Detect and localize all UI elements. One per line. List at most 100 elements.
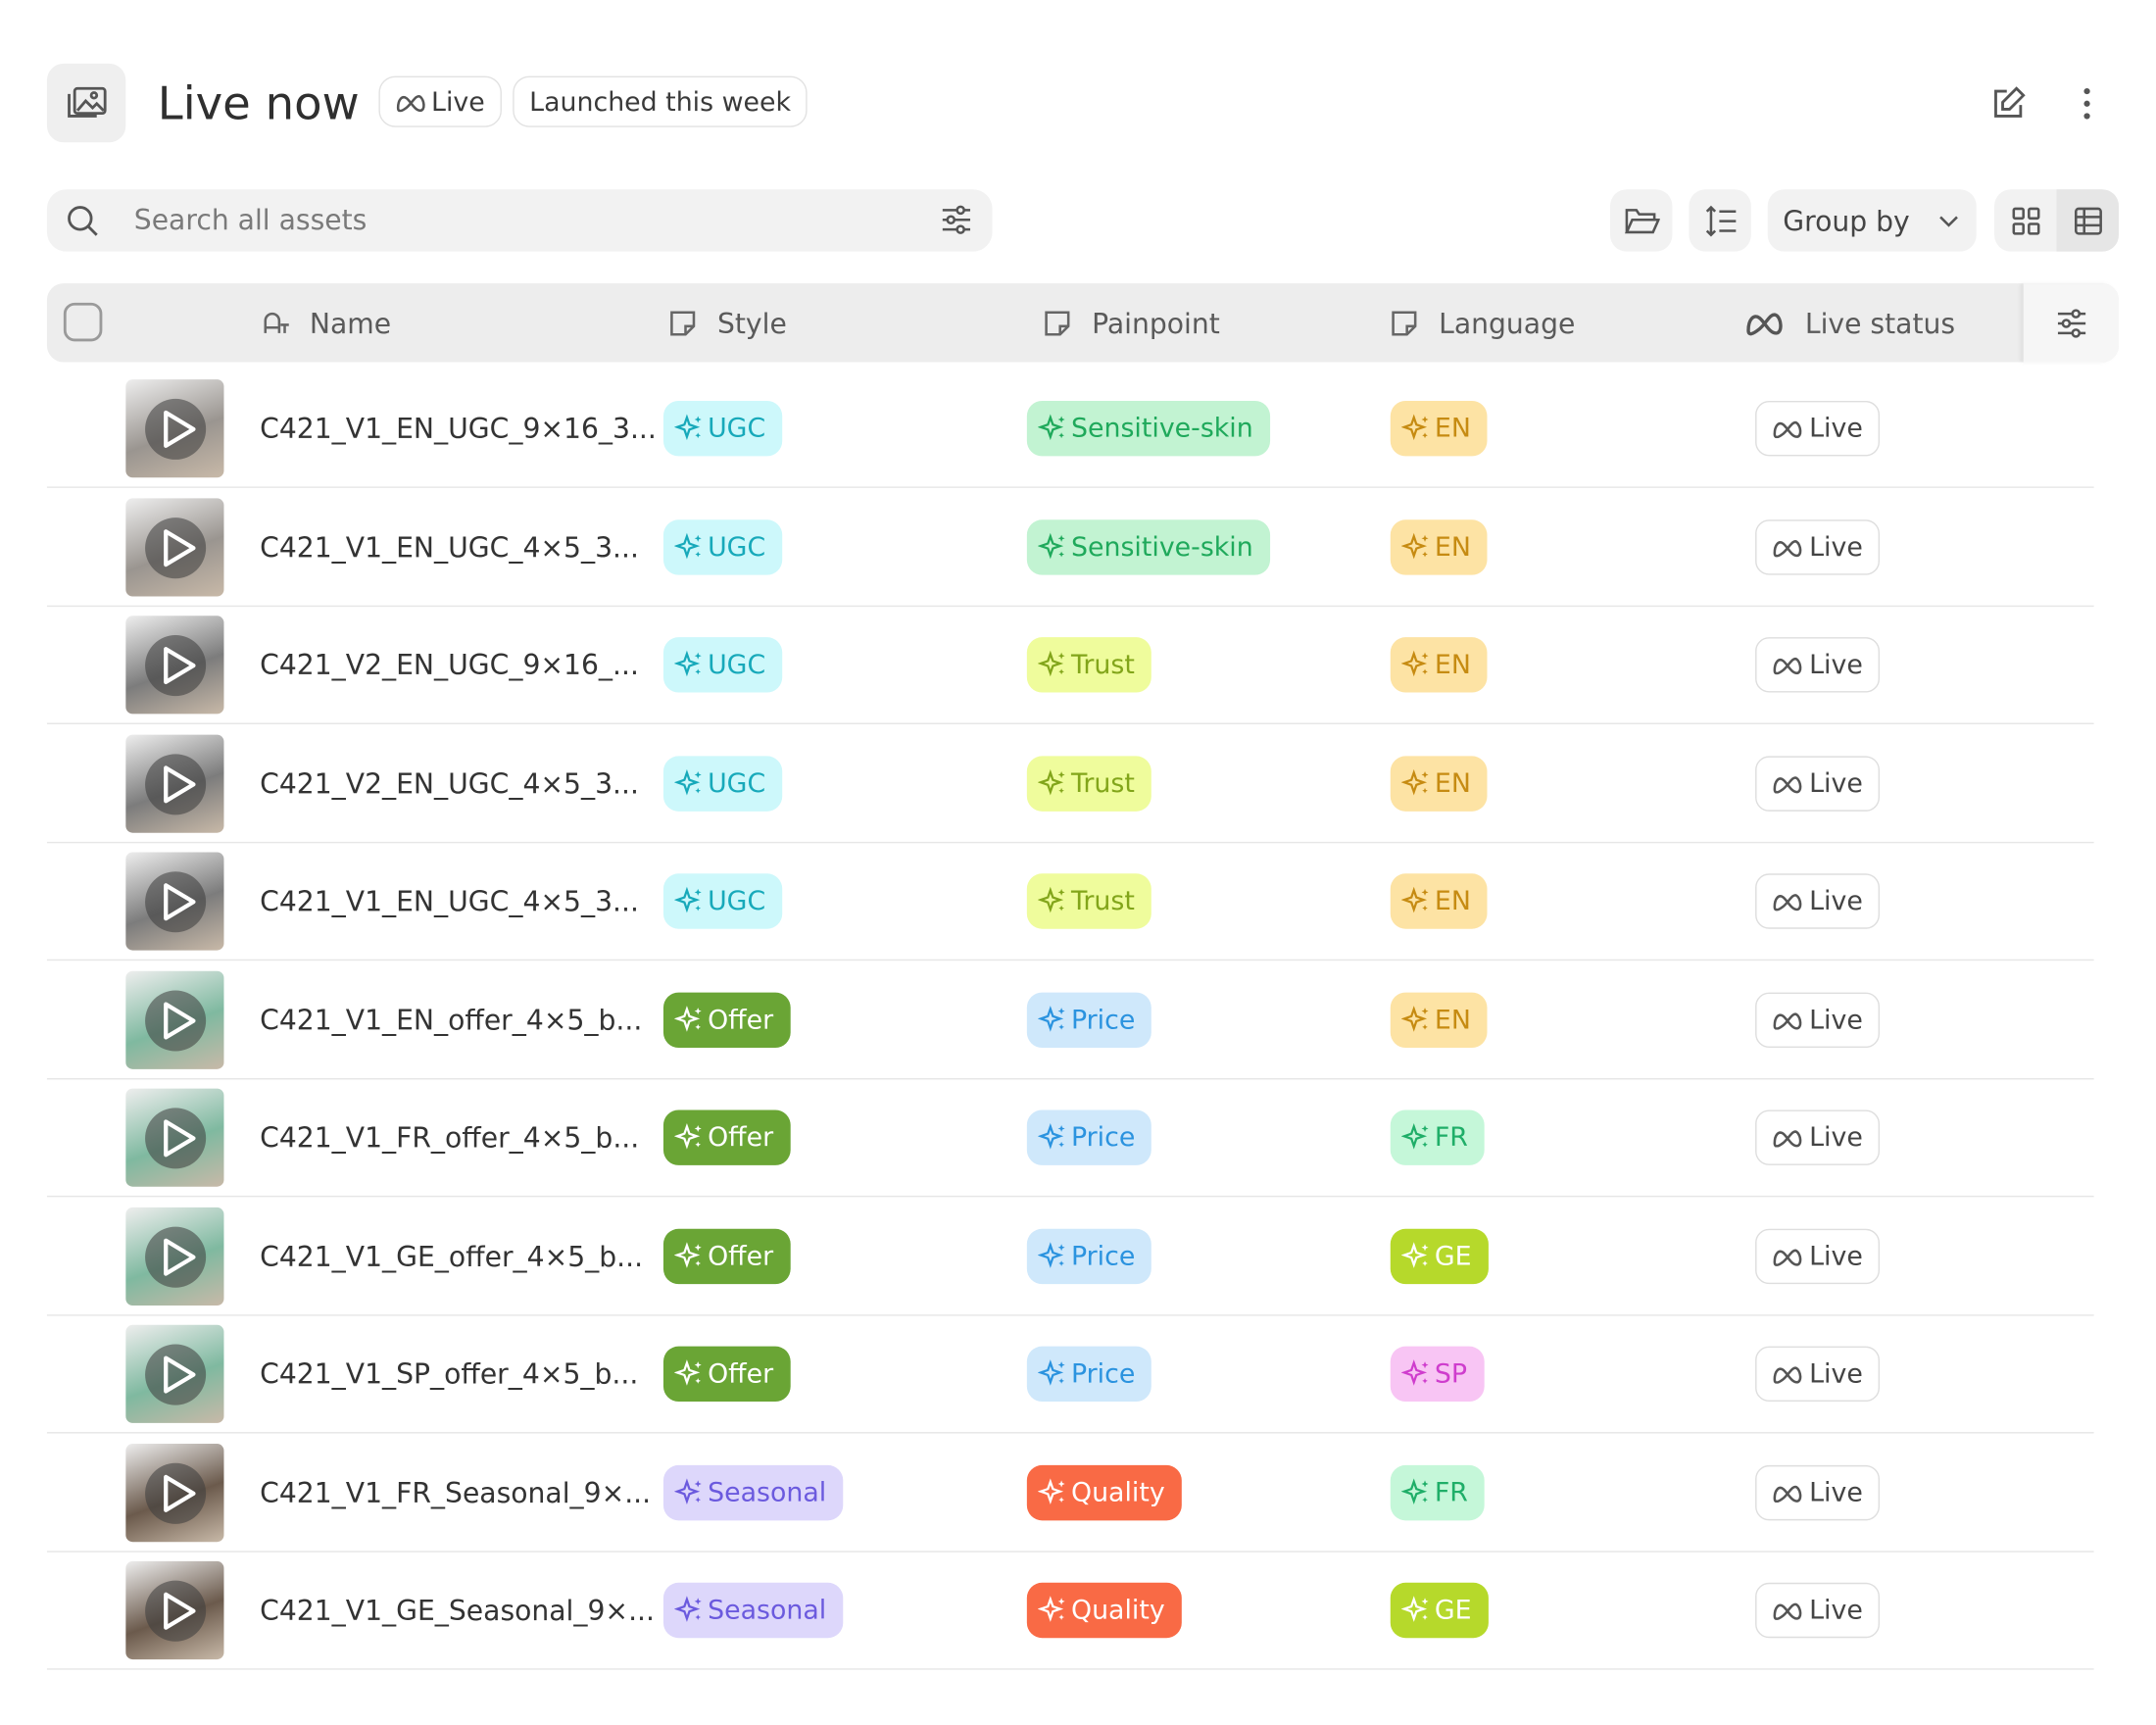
folder-button[interactable]	[1609, 189, 1673, 252]
painpoint-tag[interactable]: Quality	[1026, 1582, 1182, 1639]
asset-name[interactable]: C421_V2_EN_UGC_9×16_...	[260, 648, 639, 681]
language-tag[interactable]: EN	[1390, 991, 1488, 1048]
asset-name[interactable]: C421_V1_EN_UGC_4×5_3...	[260, 530, 639, 564]
asset-name[interactable]: C421_V1_EN_UGC_4×5_3...	[260, 885, 639, 918]
asset-name[interactable]: C421_V1_FR_Seasonal_9×...	[260, 1475, 651, 1508]
painpoint-text: Sensitive-skin	[1070, 531, 1253, 563]
painpoint-tag[interactable]: Trust	[1026, 873, 1152, 929]
style-tag[interactable]: UGC	[662, 637, 783, 693]
style-tag[interactable]: UGC	[662, 755, 783, 812]
column-header[interactable]: Language	[1389, 283, 1575, 362]
badge[interactable]: Live	[378, 75, 502, 127]
thumbnail[interactable]	[125, 1560, 224, 1660]
thumbnail[interactable]	[125, 1324, 224, 1423]
asset-name-text: C421_V2_EN_UGC_4×5_3...	[260, 766, 639, 800]
grid-view-button[interactable]	[1994, 189, 2056, 251]
language-text: FR	[1434, 1122, 1468, 1154]
group-by-button[interactable]: Group by	[1767, 189, 1977, 252]
column-header[interactable]: Style	[667, 283, 787, 362]
live-status[interactable]: Live	[1755, 637, 1880, 693]
live-status[interactable]: Live	[1755, 1346, 1880, 1403]
thumbnail[interactable]	[125, 852, 224, 951]
style-tag[interactable]: UGC	[662, 518, 783, 574]
language-tag[interactable]: GE	[1390, 1228, 1489, 1284]
more-button[interactable]	[2073, 85, 2100, 122]
style-text: UGC	[708, 767, 766, 799]
style-tag[interactable]: UGC	[662, 400, 783, 457]
asset-name[interactable]: C421_V1_EN_UGC_9×16_3...	[260, 412, 657, 445]
thumbnail[interactable]	[125, 970, 224, 1069]
language-tag[interactable]: EN	[1390, 873, 1488, 929]
painpoint-tag[interactable]: Sensitive-skin	[1026, 400, 1270, 457]
table-view-button[interactable]	[2056, 189, 2119, 252]
painpoint-tag[interactable]: Price	[1026, 1228, 1152, 1284]
row-divider	[46, 1313, 2094, 1315]
language-tag[interactable]: GE	[1390, 1582, 1489, 1639]
style-tag[interactable]: UGC	[662, 873, 783, 929]
column-header[interactable]: Name	[257, 283, 391, 362]
painpoint-tag[interactable]: Trust	[1026, 755, 1152, 812]
painpoint-text: Trust	[1070, 649, 1135, 680]
edit-button[interactable]	[1990, 85, 2027, 122]
painpoint-tag[interactable]: Price	[1026, 1346, 1152, 1403]
language-tag[interactable]: EN	[1390, 637, 1488, 693]
column-header[interactable]: Live status	[1744, 283, 1955, 362]
painpoint-tag[interactable]: Trust	[1026, 637, 1152, 693]
style-tag[interactable]: Offer	[662, 1109, 791, 1165]
asset-name[interactable]: C421_V1_EN_offer_4×5_b...	[260, 1003, 642, 1036]
live-status-text: Live	[1809, 886, 1863, 917]
asset-name[interactable]: C421_V2_EN_UGC_4×5_3...	[260, 766, 639, 800]
painpoint-tag[interactable]: Sensitive-skin	[1026, 518, 1270, 574]
style-tag[interactable]: Offer	[662, 1228, 791, 1284]
thumbnail[interactable]	[125, 1207, 224, 1306]
asset-name[interactable]: C421_V1_GE_Seasonal_9×...	[260, 1594, 655, 1627]
painpoint-text: Trust	[1070, 767, 1135, 799]
painpoint-tag[interactable]: Price	[1026, 1109, 1152, 1165]
painpoint-tag[interactable]: Price	[1026, 991, 1152, 1048]
live-status[interactable]: Live	[1755, 518, 1880, 574]
language-tag[interactable]: EN	[1390, 518, 1488, 574]
group-by-text: Group by	[1783, 204, 1910, 237]
language-tag[interactable]: EN	[1390, 755, 1488, 812]
live-status[interactable]: Live	[1755, 400, 1880, 457]
row-divider	[46, 1195, 2094, 1198]
asset-name-text: C421_V1_EN_offer_4×5_b...	[260, 1003, 643, 1037]
asset-name[interactable]: C421_V1_FR_offer_4×5_b...	[260, 1121, 639, 1155]
asset-name[interactable]: C421_V1_GE_offer_4×5_b...	[260, 1239, 643, 1272]
language-tag[interactable]: FR	[1390, 1109, 1485, 1165]
search-placeholder: Search all assets	[133, 203, 368, 237]
live-status[interactable]: Live	[1755, 1228, 1880, 1284]
column-settings-button[interactable]	[2023, 283, 2119, 363]
column-header[interactable]: Painpoint	[1042, 283, 1220, 362]
painpoint-tag[interactable]: Quality	[1026, 1464, 1182, 1520]
live-status[interactable]: Live	[1755, 1109, 1880, 1165]
asset-name-text: C421_V1_SP_offer_4×5_b...	[260, 1356, 639, 1391]
style-text: Offer	[708, 1004, 774, 1035]
live-status[interactable]: Live	[1755, 991, 1880, 1048]
live-status[interactable]: Live	[1755, 1464, 1880, 1520]
style-tag[interactable]: Offer	[662, 1346, 791, 1403]
thumbnail[interactable]	[125, 1088, 224, 1187]
column-title: Style	[716, 306, 787, 340]
asset-name[interactable]: C421_V1_SP_offer_4×5_b...	[260, 1357, 638, 1391]
column-title: Painpoint	[1092, 306, 1220, 340]
row-divider	[46, 486, 2094, 488]
sort-button[interactable]	[1689, 189, 1751, 252]
style-tag[interactable]: Offer	[662, 991, 791, 1048]
thumbnail[interactable]	[125, 616, 224, 715]
thumbnail[interactable]	[125, 733, 224, 833]
thumbnail[interactable]	[125, 379, 224, 478]
style-tag[interactable]: Seasonal	[662, 1582, 844, 1639]
badge[interactable]: Launched this week	[513, 75, 808, 127]
language-tag[interactable]: SP	[1390, 1346, 1485, 1403]
live-status[interactable]: Live	[1755, 755, 1880, 812]
live-status[interactable]: Live	[1755, 1582, 1880, 1639]
language-tag[interactable]: FR	[1390, 1464, 1485, 1520]
search-bar[interactable]: Search all assets	[46, 189, 993, 252]
thumbnail[interactable]	[125, 1443, 224, 1542]
style-tag[interactable]: Seasonal	[662, 1464, 844, 1520]
live-status[interactable]: Live	[1755, 873, 1880, 929]
select-all-checkbox[interactable]	[63, 302, 103, 342]
language-tag[interactable]: EN	[1390, 400, 1488, 457]
thumbnail[interactable]	[125, 497, 224, 596]
